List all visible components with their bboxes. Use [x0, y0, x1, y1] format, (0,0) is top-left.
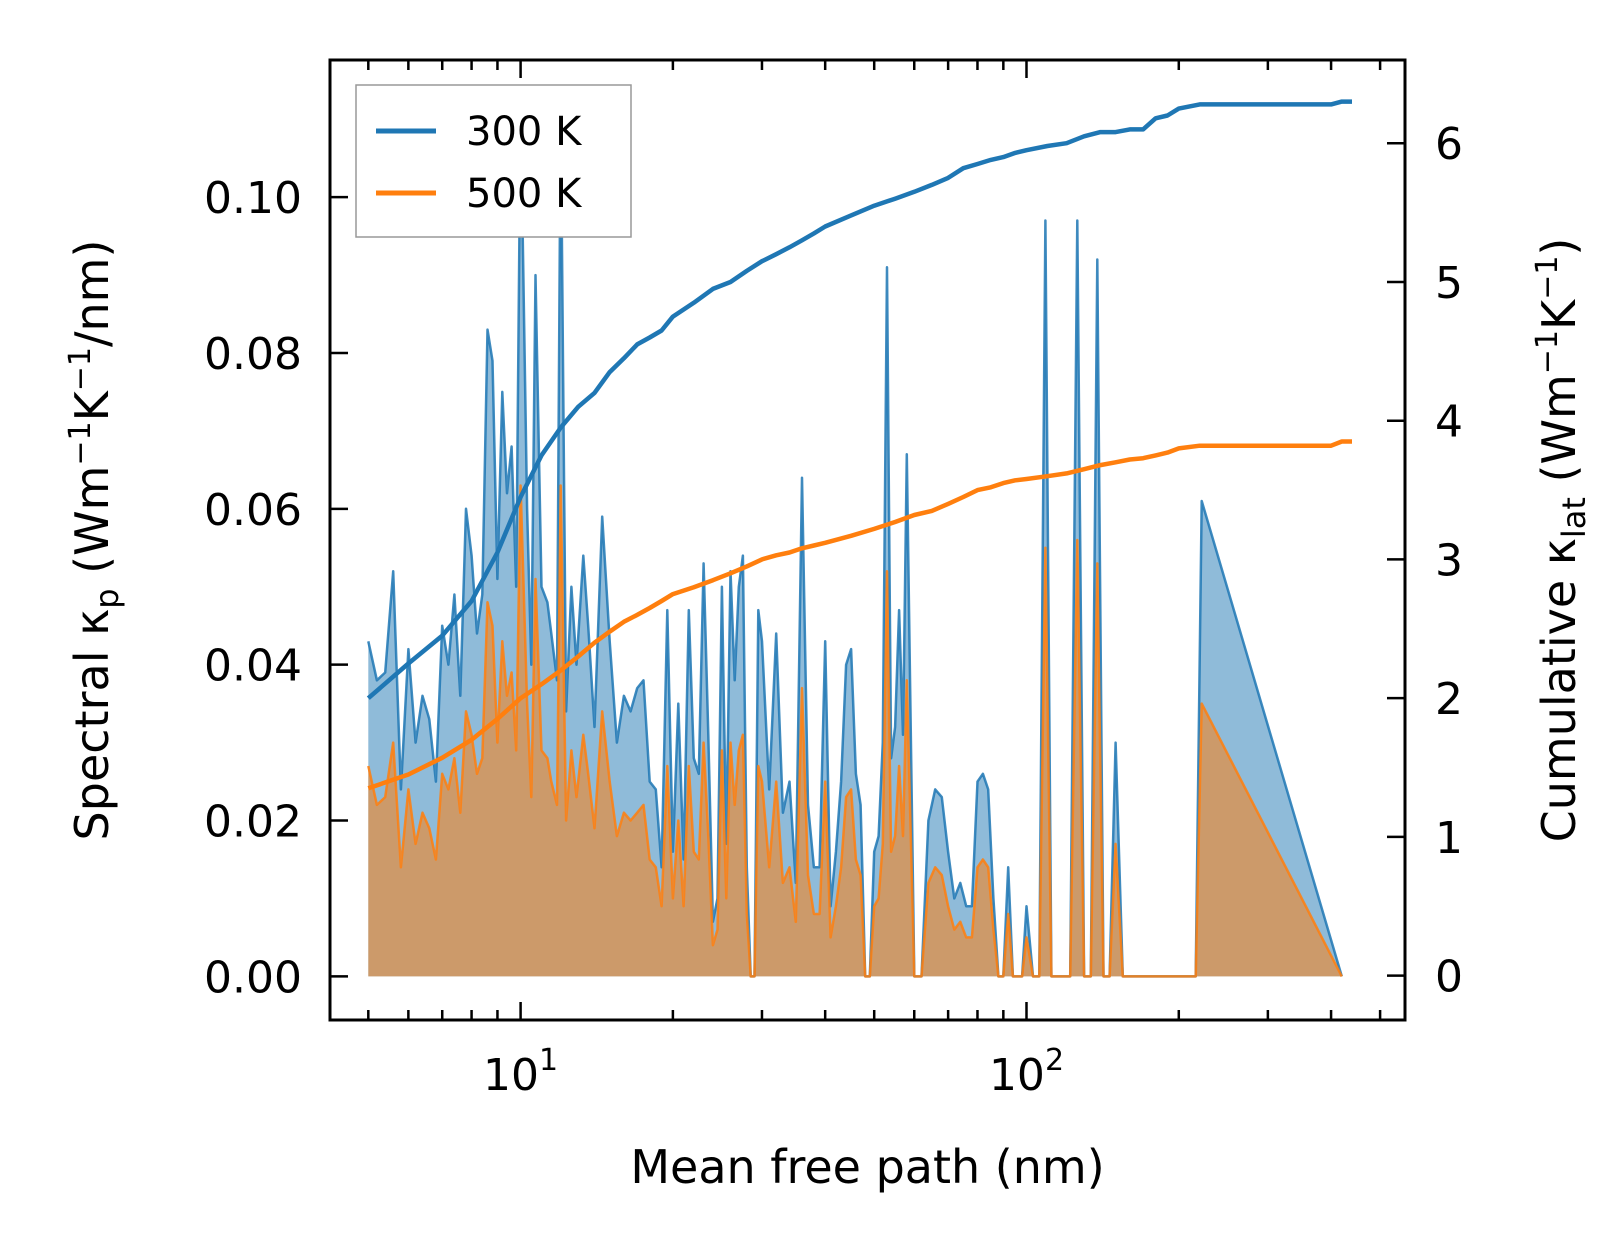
- y-right-label-mid2: K: [1532, 298, 1586, 330]
- legend-label: 500 K: [466, 171, 583, 217]
- y-left-label-sub: p: [88, 588, 126, 608]
- y-left-label-mid2: K: [65, 389, 119, 421]
- legend: 300 K 500 K: [355, 84, 632, 238]
- x-tick-label: 101: [483, 1043, 558, 1101]
- legend-label: 300 K: [466, 109, 583, 155]
- y-left-tick-label: 0.08: [204, 329, 302, 380]
- y-left-tick-label: 0.10: [204, 173, 302, 224]
- cumulative-line-500k: [367, 439, 1352, 791]
- y-right-tick-label: 4: [1435, 397, 1463, 448]
- y-right-label-suffix: ): [1532, 238, 1586, 256]
- y-right-label-prefix: Cumulative κ: [1532, 538, 1586, 842]
- y-right-tick-label: 1: [1435, 813, 1463, 864]
- y-right-tick-label: 6: [1435, 119, 1463, 170]
- y-left-tick-label: 0.06: [204, 485, 302, 536]
- y-right-label-sup1: −1: [1530, 330, 1565, 374]
- y-right-tick-label: 3: [1435, 535, 1463, 586]
- y-left-tick-label: 0.00: [204, 952, 302, 1003]
- spectral-area-500k: [368, 485, 1342, 977]
- y-left-tick-label: 0.04: [204, 641, 302, 692]
- y-left-tick-label: 0.02: [204, 797, 302, 848]
- y-left-label-prefix: Spectral κ: [65, 609, 119, 841]
- cumulative-line-300k: [366, 99, 1352, 700]
- x-axis-label: Mean free path (nm): [630, 1140, 1104, 1194]
- spectral-line-500k: [367, 484, 1343, 978]
- y-right-label-mid: (Wm: [1532, 374, 1586, 497]
- y-right-label-sup2: −1: [1530, 256, 1565, 300]
- y-right-tick-label: 2: [1435, 674, 1463, 725]
- x-tick-label: 102: [989, 1043, 1064, 1101]
- plot-frame: [328, 58, 1407, 1022]
- y-right-tick-label: 5: [1435, 258, 1463, 309]
- ticks-layer: 101 102 0.00 0.02 0.04 0.06 0.08 0.10 0 1 2 3 4 5 6: [204, 60, 1463, 1101]
- y-left-label-mid: (Wm: [65, 466, 119, 589]
- legend-box: [355, 84, 632, 238]
- y-left-label-sup1: −1: [63, 421, 98, 465]
- y-left-label-sup2: −1: [63, 347, 98, 391]
- series-layer: [366, 99, 1352, 978]
- y-axis-label-left: Spectral κp (Wm−1K−1/nm): [63, 240, 126, 841]
- y-axis-label-right: Cumulative κlat (Wm−1K−1): [1530, 238, 1593, 843]
- y-left-label-suffix: /nm): [65, 240, 119, 347]
- y-right-tick-label: 0: [1435, 952, 1463, 1003]
- y-right-label-sub: lat: [1555, 497, 1593, 538]
